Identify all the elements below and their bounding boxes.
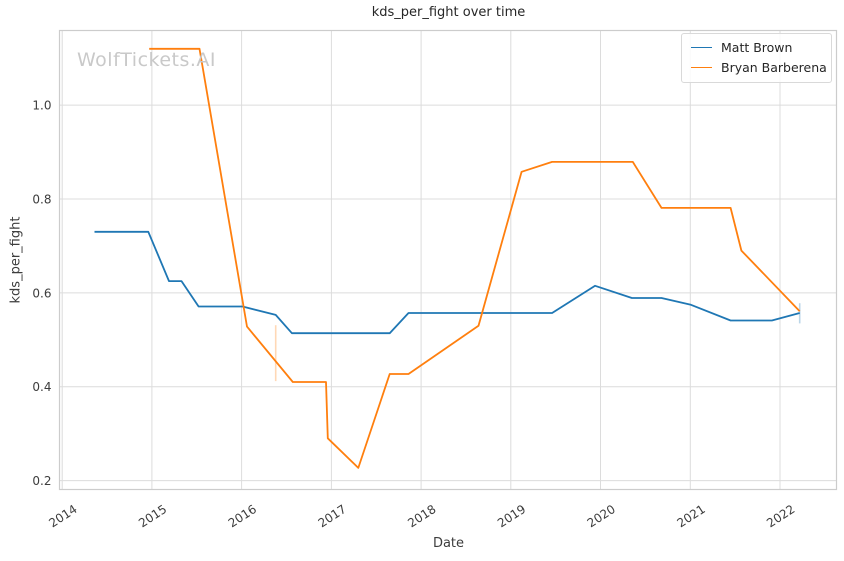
y-tick-label: 0.8: [32, 193, 51, 207]
x-tick-label: 2022: [764, 502, 797, 530]
x-tick-label: 2021: [674, 502, 707, 530]
x-tick-label: 2018: [405, 502, 438, 530]
legend-item-matt-brown: Matt Brown: [691, 41, 822, 55]
y-tick-label: 1.0: [32, 99, 51, 113]
y-tick-label: 0.4: [32, 380, 51, 394]
x-axis-label: Date: [432, 536, 465, 551]
watermark: WolfTickets.AI: [77, 49, 217, 71]
chart-title: kds_per_fight over time: [371, 5, 526, 20]
series-line-matt-brown: [94, 230, 800, 335]
x-tick-label: 2015: [136, 502, 169, 530]
legend-line-swatch: [691, 67, 712, 69]
legend-line-swatch: [691, 47, 712, 49]
x-tick-label: 2020: [585, 502, 618, 530]
x-tick-label: 2016: [226, 502, 259, 530]
y-axis-label: kds_per_fight: [8, 216, 24, 304]
x-tick-label: 2019: [495, 502, 528, 530]
series-line-bryan-barberena: [149, 47, 801, 469]
x-tick-label: 2017: [316, 502, 349, 530]
y-tick-label: 0.2: [32, 474, 51, 488]
plot-border: [58, 29, 838, 491]
legend-label: Bryan Barberena: [721, 59, 827, 75]
legend-box: Matt Brown Bryan Barberena: [681, 33, 832, 83]
legend-item-bryan-barberena: Bryan Barberena: [691, 60, 827, 75]
legend-label: Matt Brown: [721, 40, 793, 55]
x-tick-label: 2014: [46, 502, 79, 530]
y-tick-label: 0.6: [32, 286, 51, 300]
